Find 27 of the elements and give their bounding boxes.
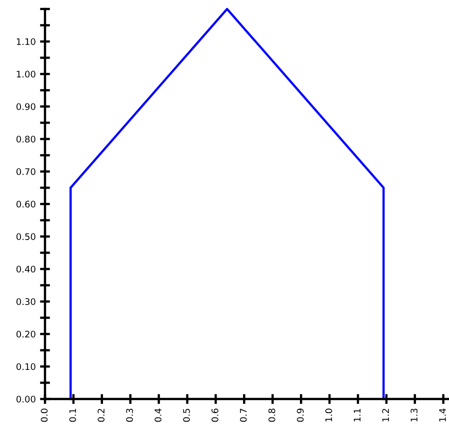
x-tick-label: 0.4 (154, 408, 162, 422)
y-tick-label: 0.80 (16, 136, 36, 143)
x-tick-label: 0.9 (296, 408, 304, 422)
y-tick-label: 0.70 (16, 168, 36, 176)
x-tick-label: 1.3 (410, 408, 418, 422)
y-tick-label: 0.90 (16, 103, 36, 110)
y-tick-label: 0.30 (16, 298, 36, 306)
x-tick-label: 1.2 (382, 408, 389, 422)
x-tick-label: 1.4 (439, 408, 446, 422)
x-tick-label: 0.3 (126, 408, 133, 422)
x-tick-label: 0.5 (183, 408, 190, 422)
x-tick-label: 0.6 (211, 408, 218, 422)
x-tick-label: 0.2 (98, 408, 105, 422)
y-tick-label: 1.00 (16, 70, 36, 78)
y-tick-label: 0.60 (16, 200, 36, 208)
y-tick-label: 0.40 (16, 266, 36, 273)
y-tick-label: 1.10 (16, 38, 36, 46)
x-tick-label: 1.0 (325, 408, 332, 422)
y-tick-label: 0.20 (16, 330, 36, 338)
y-tick-label: 0.00 (16, 396, 36, 403)
x-tick-label: 0.7 (240, 408, 247, 422)
x-tick-label: 0.0 (40, 408, 48, 422)
y-tick-label: 0.50 (16, 233, 36, 240)
x-tick-label: 1.1 (354, 408, 360, 422)
x-tick-label: 0.8 (268, 408, 276, 422)
x-tick-label: 0.1 (69, 408, 76, 422)
y-tick-label: 0.10 (16, 363, 36, 370)
